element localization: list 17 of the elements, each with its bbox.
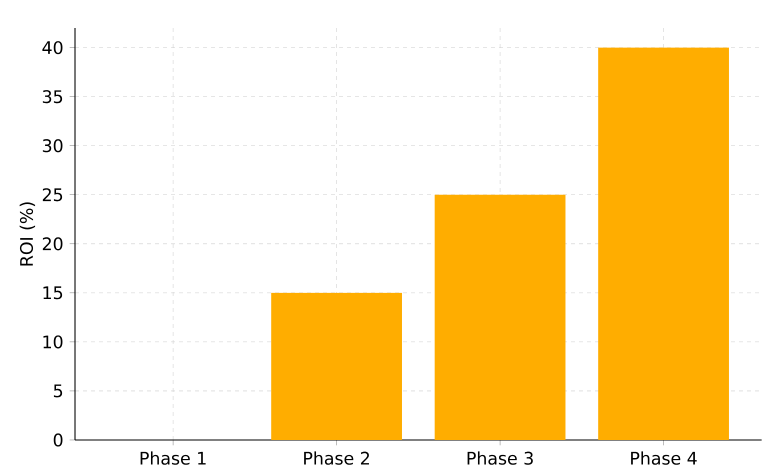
y-tick-label: 20 [42, 237, 62, 250]
x-tick-label: Phase 1 [140, 451, 206, 465]
bar [434, 194, 566, 440]
x-tick-label: Phase 3 [468, 451, 533, 465]
x-tick-label: Phase 2 [304, 451, 369, 465]
x-tick-label: Phase 4 [631, 451, 697, 465]
y-tick-label: 30 [42, 139, 62, 152]
y-axis-title: ROI (%) [20, 202, 36, 266]
bar [598, 48, 729, 440]
y-tick-label: 0 [54, 433, 62, 447]
y-tick-label: 25 [42, 188, 62, 202]
y-tick-label: 35 [42, 90, 62, 104]
y-tick-label: 5 [54, 384, 62, 398]
y-tick-label: 10 [43, 335, 62, 348]
y-tick-label: 40 [42, 41, 62, 54]
y-tick-label: 15 [43, 286, 62, 300]
bar [271, 292, 402, 440]
